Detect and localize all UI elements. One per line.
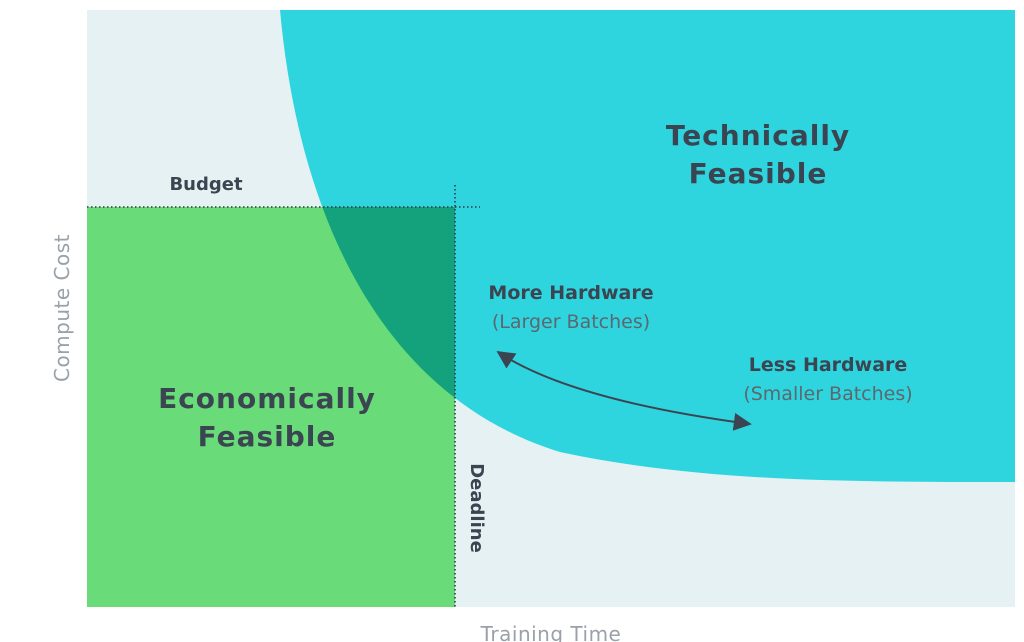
y-axis-label: Compute Cost [50,234,74,382]
less-hardware-title: Less Hardware [749,354,908,376]
more-hardware-title: More Hardware [488,282,653,304]
tradeoff-arrow [496,351,752,431]
technical-label-line1: Technically [666,119,850,152]
less-hardware-sub: (Smaller Batches) [743,383,912,405]
technical-label-line2: Feasible [689,157,828,190]
economic-label-line2: Feasible [198,420,337,453]
overlap-region [322,207,455,398]
economic-label-line1: Economically [158,382,376,415]
budget-label: Budget [169,174,243,195]
x-axis-label: Training Time [480,622,622,642]
technically-feasible-region [280,10,1015,482]
deadline-label: Deadline [466,463,487,553]
more-hardware-sub: (Larger Batches) [492,311,650,333]
